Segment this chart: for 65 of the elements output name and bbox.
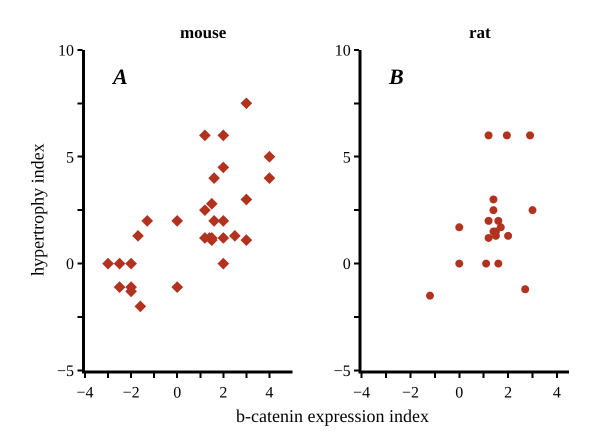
point: [206, 198, 218, 210]
point: [521, 285, 530, 294]
x-tick-label: 0: [455, 384, 464, 402]
point: [208, 172, 220, 184]
point: [125, 258, 137, 270]
x-tick-label: −2: [122, 384, 140, 402]
point: [526, 131, 534, 140]
x-tick-label: 2: [504, 384, 512, 402]
y-tick-label: 5: [66, 149, 74, 166]
y-tick-label: 0: [342, 256, 351, 274]
x-axis-title: b-catenin expression index: [236, 406, 429, 426]
point: [264, 150, 276, 163]
point: [208, 215, 220, 227]
point: [217, 258, 230, 270]
point: [171, 215, 184, 227]
point: [217, 162, 230, 174]
point: [114, 258, 126, 270]
x-tick-label: −2: [402, 384, 419, 402]
x-tick-label: 4: [265, 384, 274, 402]
point: [240, 234, 252, 246]
point: [494, 216, 502, 225]
point: [217, 130, 230, 142]
point: [141, 215, 154, 227]
point: [229, 230, 241, 242]
point: [455, 223, 464, 232]
point: [217, 215, 230, 227]
point: [484, 234, 493, 242]
point: [504, 232, 512, 240]
x-tick-label: 0: [173, 384, 182, 402]
chart-title: rat: [469, 23, 492, 42]
x-tick-label: 4: [552, 384, 561, 402]
point: [489, 206, 498, 214]
x-tick-label: −4: [76, 384, 94, 402]
x-tick-label: −4: [353, 384, 370, 402]
y-tick-label: 5: [342, 149, 351, 166]
point: [494, 260, 502, 268]
point: [240, 194, 252, 206]
y-tick-label: 0: [66, 256, 74, 274]
point: [134, 300, 146, 312]
annotation: A: [111, 64, 128, 89]
point: [528, 206, 537, 214]
point: [171, 281, 184, 293]
y-tick-label: −5: [57, 363, 74, 380]
point: [426, 292, 434, 300]
point: [199, 204, 211, 216]
y-tick-label: 10: [334, 42, 351, 60]
y-tick-label: 10: [58, 42, 74, 60]
y-tick-label: −5: [334, 363, 351, 380]
x-tick-label: 2: [219, 384, 228, 402]
point: [217, 232, 230, 244]
point: [114, 281, 126, 293]
chart-title: mouse: [180, 23, 227, 42]
point: [264, 172, 276, 184]
point: [455, 260, 464, 268]
point: [102, 258, 114, 270]
point: [240, 97, 252, 110]
annotation: B: [388, 64, 404, 89]
point: [132, 230, 144, 242]
point: [199, 130, 211, 142]
point: [502, 131, 511, 140]
y-axis-title: hypertrophy index: [28, 143, 48, 276]
point: [482, 260, 490, 268]
point: [484, 131, 493, 140]
point: [489, 195, 498, 204]
point: [484, 216, 493, 225]
